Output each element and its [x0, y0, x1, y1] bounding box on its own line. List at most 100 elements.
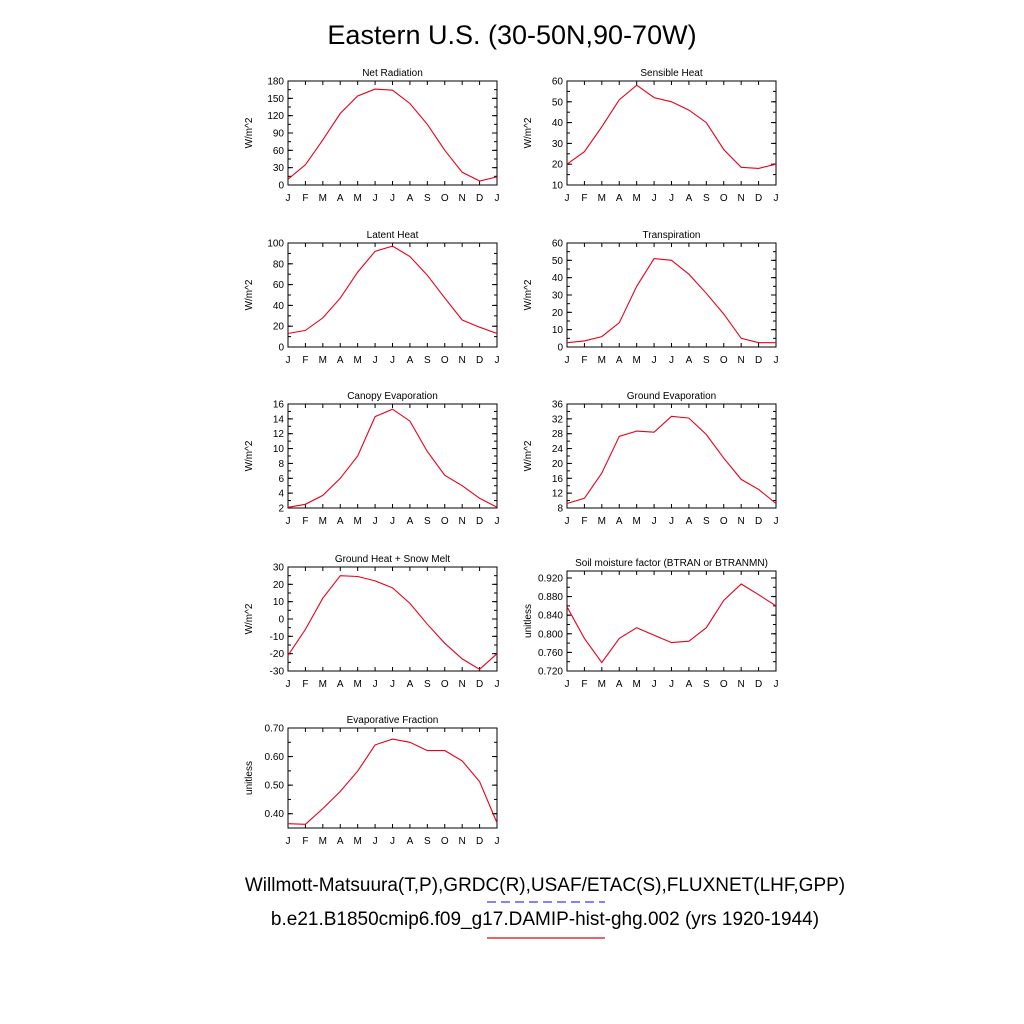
- series-line: [287, 408, 498, 508]
- x-tick-label: S: [424, 836, 431, 847]
- panel-title: Soil moisture factor (BTRAN or BTRANMN): [575, 558, 768, 569]
- x-tick-label: M: [319, 679, 327, 690]
- x-tick-label: A: [337, 516, 344, 527]
- y-tick-label: 0: [278, 615, 284, 626]
- x-tick-label: J: [390, 836, 395, 847]
- y-axis-label: W/m^2: [523, 440, 534, 471]
- x-tick-label: F: [302, 193, 308, 204]
- y-axis-label: W/m^2: [523, 117, 534, 148]
- y-tick-label: 30: [273, 563, 285, 574]
- x-tick-label: J: [286, 836, 291, 847]
- y-tick-label: 4: [278, 489, 284, 500]
- x-tick-label: J: [495, 193, 500, 204]
- x-tick-label: A: [337, 679, 344, 690]
- y-tick-label: 16: [273, 400, 285, 411]
- x-tick-label: O: [720, 679, 728, 690]
- series-line: [287, 575, 498, 670]
- x-tick-label: J: [373, 193, 378, 204]
- y-tick-label: 40: [552, 118, 564, 129]
- y-tick-label: 6: [278, 474, 284, 485]
- x-tick-label: M: [598, 679, 606, 690]
- y-tick-label: 8: [557, 504, 563, 515]
- x-tick-label: N: [459, 193, 466, 204]
- x-tick-label: J: [565, 516, 570, 527]
- y-tick-label: 20: [552, 459, 564, 470]
- x-tick-label: M: [632, 355, 640, 366]
- y-tick-label: 0.760: [538, 648, 563, 659]
- y-tick-label: 40: [552, 273, 564, 284]
- x-tick-label: J: [669, 193, 674, 204]
- series-line: [566, 415, 777, 505]
- y-tick-label: 120: [267, 111, 284, 122]
- x-tick-label: M: [353, 679, 361, 690]
- y-tick-label: 100: [267, 239, 284, 250]
- y-tick-label: 0.40: [265, 809, 285, 820]
- y-axis-label: W/m^2: [523, 279, 534, 310]
- x-tick-label: J: [774, 193, 779, 204]
- x-tick-label: D: [476, 516, 483, 527]
- y-tick-label: 30: [273, 163, 285, 174]
- y-tick-label: 20: [273, 580, 285, 591]
- x-tick-label: M: [319, 193, 327, 204]
- y-tick-label: 0.800: [538, 629, 563, 640]
- x-tick-label: J: [373, 679, 378, 690]
- x-tick-label: A: [686, 193, 693, 204]
- y-tick-label: 32: [552, 414, 564, 425]
- x-tick-label: J: [652, 516, 657, 527]
- x-tick-label: F: [302, 355, 308, 366]
- x-tick-label: A: [616, 355, 623, 366]
- y-tick-label: 36: [552, 400, 564, 411]
- x-tick-label: J: [390, 679, 395, 690]
- series-line: [566, 258, 776, 344]
- x-tick-label: D: [755, 516, 762, 527]
- x-tick-label: A: [407, 355, 414, 366]
- x-tick-label: D: [476, 193, 483, 204]
- plot-frame: [287, 242, 498, 348]
- panel-title: Canopy Evaporation: [347, 391, 438, 402]
- panel-title: Evaporative Fraction: [347, 715, 439, 726]
- y-axis-label: W/m^2: [244, 440, 255, 471]
- x-tick-label: M: [632, 679, 640, 690]
- x-tick-label: J: [495, 355, 500, 366]
- x-tick-label: N: [459, 836, 466, 847]
- y-tick-label: 0: [278, 343, 284, 354]
- series-line: [287, 738, 498, 825]
- y-tick-label: 0.50: [265, 781, 285, 792]
- x-tick-label: J: [286, 516, 291, 527]
- y-tick-label: 10: [552, 325, 564, 336]
- x-tick-label: J: [565, 355, 570, 366]
- y-tick-label: 20: [552, 160, 564, 171]
- y-tick-label: 60: [273, 146, 285, 157]
- y-tick-label: 80: [273, 259, 285, 270]
- plot-frame: [287, 80, 498, 186]
- y-tick-label: 30: [552, 139, 564, 150]
- x-tick-label: M: [353, 836, 361, 847]
- y-tick-label: 0.880: [538, 592, 563, 603]
- y-axis-label: unitless: [523, 604, 534, 638]
- y-tick-label: 24: [552, 444, 564, 455]
- y-tick-label: 0.920: [538, 573, 563, 584]
- x-tick-label: A: [337, 836, 344, 847]
- x-tick-label: D: [755, 193, 762, 204]
- x-tick-label: J: [669, 679, 674, 690]
- x-tick-label: D: [476, 355, 483, 366]
- x-tick-label: J: [390, 516, 395, 527]
- x-tick-label: F: [581, 679, 587, 690]
- x-tick-label: S: [703, 516, 710, 527]
- x-tick-label: F: [302, 516, 308, 527]
- x-tick-label: J: [669, 355, 674, 366]
- panel-title: Transpiration: [643, 230, 701, 241]
- x-tick-label: J: [495, 516, 500, 527]
- x-tick-label: N: [459, 516, 466, 527]
- x-tick-label: M: [632, 193, 640, 204]
- x-tick-label: J: [565, 679, 570, 690]
- x-tick-label: N: [738, 516, 745, 527]
- x-tick-label: J: [286, 355, 291, 366]
- y-axis-label: W/m^2: [244, 279, 255, 310]
- x-tick-label: N: [459, 679, 466, 690]
- plot-frame: [566, 242, 777, 348]
- plot-frame: [287, 727, 498, 829]
